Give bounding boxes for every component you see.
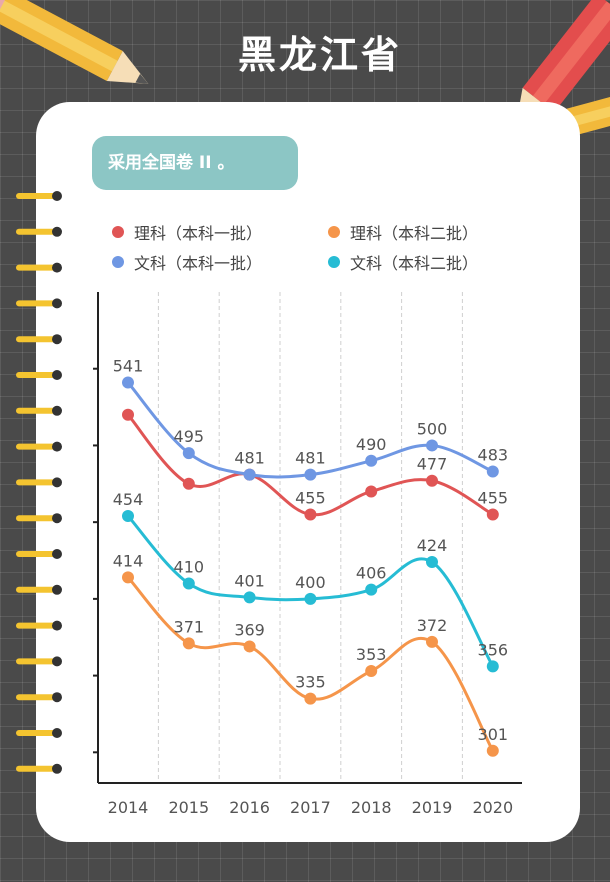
data-point bbox=[304, 508, 317, 521]
legend-label: 文科（本科二批） bbox=[350, 254, 479, 273]
ring bbox=[16, 370, 62, 380]
ring bbox=[16, 298, 62, 309]
data-label: 369 bbox=[234, 620, 265, 639]
legend-dot bbox=[112, 226, 124, 238]
data-label: 410 bbox=[174, 558, 205, 577]
data-label: 406 bbox=[356, 564, 387, 583]
data-point bbox=[122, 408, 134, 421]
data-label: 414 bbox=[113, 551, 144, 570]
x-tick-label: 2017 bbox=[290, 798, 331, 817]
legend-dot bbox=[328, 226, 340, 238]
page-title: 黑龙江省 bbox=[237, 33, 402, 77]
data-point bbox=[365, 664, 378, 677]
data-label: 454 bbox=[113, 490, 144, 509]
data-point bbox=[365, 485, 378, 498]
ring bbox=[16, 405, 62, 416]
data-label: 490 bbox=[356, 435, 387, 454]
ring bbox=[16, 763, 62, 774]
ring bbox=[16, 191, 62, 201]
notebook-rings bbox=[16, 191, 62, 774]
x-tick-label: 2019 bbox=[412, 798, 453, 817]
ring bbox=[16, 620, 62, 631]
data-label: 477 bbox=[417, 455, 448, 474]
data-label: 371 bbox=[174, 617, 205, 636]
legend-item-science-second: 理科（本科二批） bbox=[328, 220, 478, 244]
data-point bbox=[182, 447, 195, 460]
data-label: 481 bbox=[295, 449, 326, 468]
data-point bbox=[243, 640, 256, 653]
ring bbox=[16, 513, 62, 524]
data-point bbox=[243, 591, 256, 604]
data-label: 481 bbox=[234, 449, 265, 468]
data-label: 353 bbox=[356, 645, 387, 664]
data-point bbox=[486, 660, 499, 673]
data-point bbox=[426, 439, 438, 452]
data-label: 541 bbox=[113, 357, 144, 376]
data-label: 400 bbox=[295, 573, 326, 592]
data-label: 455 bbox=[295, 488, 326, 507]
ring bbox=[16, 728, 62, 738]
legend-item-arts-second: 文科（本科二批） bbox=[328, 250, 478, 274]
pencil-top-left-icon bbox=[0, 0, 149, 84]
legend-label: 理科（本科一批） bbox=[134, 224, 263, 243]
ring bbox=[16, 262, 62, 273]
note-tag: 采用全国卷 II 。 bbox=[92, 136, 298, 190]
data-label: 301 bbox=[478, 725, 509, 744]
legend-label: 文科（本科一批） bbox=[134, 254, 263, 273]
data-point bbox=[304, 592, 317, 605]
data-point bbox=[426, 556, 438, 569]
data-label: 455 bbox=[478, 488, 509, 507]
data-point bbox=[122, 571, 134, 584]
ring bbox=[16, 441, 62, 452]
data-point bbox=[182, 577, 195, 590]
ring bbox=[16, 334, 62, 345]
x-tick-label: 2014 bbox=[108, 798, 149, 817]
data-label: 483 bbox=[478, 446, 509, 465]
data-label: 424 bbox=[417, 536, 448, 555]
legend-dot bbox=[112, 256, 124, 268]
data-label: 500 bbox=[417, 419, 448, 438]
data-point bbox=[122, 376, 134, 389]
ring bbox=[16, 656, 62, 667]
data-point bbox=[304, 468, 317, 481]
data-point bbox=[365, 583, 378, 596]
ring bbox=[16, 549, 62, 559]
x-tick-label: 2015 bbox=[168, 798, 209, 817]
data-point bbox=[304, 692, 317, 705]
data-point bbox=[486, 508, 499, 521]
data-point bbox=[426, 474, 438, 487]
data-point bbox=[486, 465, 499, 478]
data-label: 372 bbox=[417, 616, 448, 635]
data-point bbox=[122, 510, 134, 523]
legend-label: 理科（本科二批） bbox=[350, 224, 479, 243]
legend-item-science-first: 理科（本科一批） bbox=[112, 220, 262, 244]
x-tick-label: 2016 bbox=[229, 798, 270, 817]
data-point bbox=[365, 454, 378, 467]
data-point bbox=[182, 637, 195, 650]
x-tick-label: 2020 bbox=[472, 798, 513, 817]
x-tick-label: 2018 bbox=[351, 798, 392, 817]
data-point bbox=[486, 744, 499, 757]
ring bbox=[16, 477, 62, 488]
legend-item-arts-first: 文科（本科一批） bbox=[112, 250, 262, 274]
data-label: 401 bbox=[234, 571, 265, 590]
data-label: 356 bbox=[478, 640, 509, 659]
legend-dot bbox=[328, 256, 340, 268]
ring bbox=[16, 584, 62, 595]
ring bbox=[16, 692, 62, 703]
ring bbox=[16, 226, 62, 237]
data-point bbox=[426, 635, 438, 648]
data-point bbox=[243, 468, 256, 481]
data-point bbox=[182, 477, 195, 490]
data-label: 495 bbox=[174, 427, 205, 446]
data-label: 335 bbox=[295, 673, 326, 692]
